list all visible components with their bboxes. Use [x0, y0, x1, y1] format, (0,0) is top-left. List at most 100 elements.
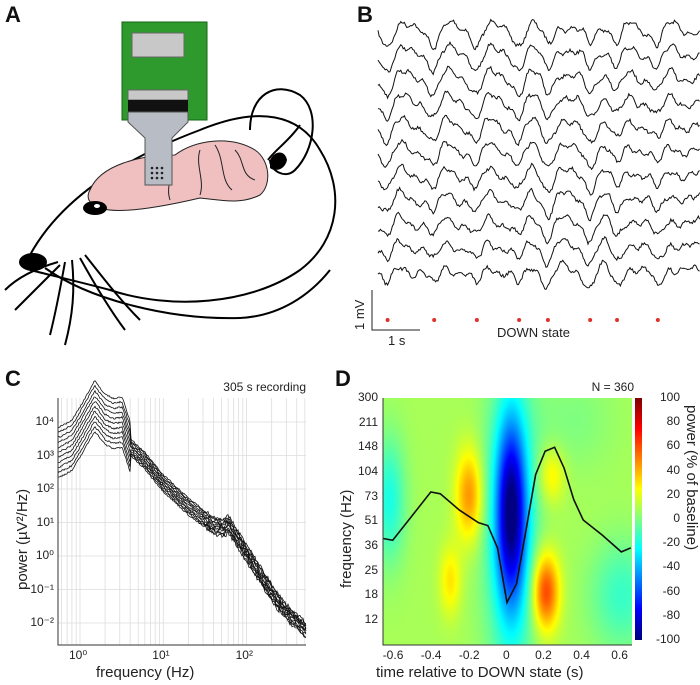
spectrum-line	[57, 380, 307, 625]
lfp-trace	[377, 90, 700, 122]
x-tick-label: 0	[503, 648, 510, 662]
colorbar-tick-label: -60	[662, 583, 680, 598]
y-tick-label: 51	[364, 513, 378, 528]
x-tick-label: 0.2	[535, 648, 552, 662]
lfp-trace	[377, 186, 700, 222]
down-state-marker	[615, 318, 620, 322]
colorbar-tick-label: 60	[666, 438, 680, 453]
colorbar-tick-label: -20	[662, 535, 680, 550]
down-state-marker	[432, 318, 437, 322]
lfp-trace	[377, 259, 700, 291]
whisker	[4, 261, 59, 291]
lfp-traces-panel	[371, 18, 700, 331]
chart-c-title: 305 s recording	[223, 380, 306, 394]
down-state-marker	[474, 318, 479, 322]
mouse-eye	[83, 201, 107, 215]
brain-folds	[168, 144, 256, 201]
lfp-trace	[377, 138, 700, 171]
colorbar-tick-label: 20	[666, 486, 680, 501]
x-tick-label: 10²	[235, 648, 253, 662]
mouse-illustration	[4, 21, 337, 346]
down-state-markers	[385, 318, 660, 322]
spectrum-line	[57, 431, 307, 629]
panel-label-c: C	[5, 366, 21, 391]
colorbar-tick-label: 40	[666, 462, 680, 477]
y-tick-label: 10⁻²	[30, 615, 54, 629]
colorbar-tick-label: 80	[666, 414, 680, 429]
spectrum-line	[57, 384, 306, 626]
y-tick-label: 10²	[36, 481, 54, 495]
y-tick-label: 36	[364, 537, 378, 552]
connector	[128, 100, 188, 112]
axes-c	[57, 398, 306, 646]
mouse-ear	[249, 88, 314, 176]
whisker	[49, 261, 66, 336]
down-state-marker	[545, 318, 550, 322]
colorbar-tick-label: 100	[659, 390, 680, 404]
lfp-trace	[377, 18, 700, 51]
x-axis-label-d: time relative to DOWN state (s)	[376, 664, 584, 681]
whisker	[84, 254, 141, 321]
y-tick-label: 25	[364, 562, 378, 577]
colorbar-tick-label: -80	[662, 607, 680, 622]
electrode-sites	[150, 166, 164, 180]
panel-label-d: D	[335, 366, 351, 391]
x-tick-label: 10⁰	[69, 648, 88, 662]
down-state-marker	[517, 318, 522, 322]
y-tick-label: 10³	[36, 447, 54, 462]
heatmap	[383, 398, 632, 645]
mouse-chin	[44, 267, 331, 320]
x-tick-label: 0.4	[573, 648, 590, 662]
spectrum-line	[58, 415, 307, 635]
lfp-trace	[377, 114, 700, 147]
y-tick-label: 10⁻¹	[30, 581, 54, 596]
average-lfp-curve	[383, 446, 632, 606]
chart-d-title: N = 360	[591, 380, 634, 394]
eye-highlight	[94, 204, 100, 208]
x-axis-label-c: frequency (Hz)	[96, 664, 195, 681]
x-tick-label: 0.6	[611, 648, 628, 662]
whisker	[14, 264, 61, 311]
y-tick-label: 12	[364, 612, 378, 626]
y-tick-label: 10⁴	[35, 414, 54, 428]
y-tick-label: 211	[358, 414, 378, 429]
down-state-label: DOWN state	[497, 325, 570, 340]
y-tick-label: 104	[357, 463, 378, 478]
colorbar-tick-label: 0	[673, 511, 680, 525]
spectrum-lines	[57, 380, 307, 639]
spectrum-line	[57, 405, 307, 632]
scale-bar	[371, 290, 420, 331]
board-chip	[131, 32, 185, 58]
y-tick-label: 300	[357, 389, 378, 404]
spectrum-line	[57, 401, 307, 632]
whisker	[64, 259, 75, 346]
lfp-trace	[377, 41, 700, 76]
colorbar	[635, 398, 642, 640]
spectrum-line	[58, 421, 307, 638]
colorbar-tick-label: -100	[655, 632, 680, 646]
down-state-marker	[385, 318, 390, 322]
y-axis-label-d: frequency (Hz)	[338, 489, 355, 588]
y-tick-label: 10⁰	[35, 548, 54, 562]
panel-label-b: B	[357, 2, 373, 27]
whisker	[79, 257, 126, 331]
lfp-trace	[377, 236, 700, 268]
x-tick-label: -0.4	[420, 648, 442, 662]
y-tick-label: 73	[364, 488, 378, 503]
down-state-marker	[655, 318, 660, 322]
y-tick-label: 10¹	[36, 514, 54, 529]
lfp-trace	[377, 211, 700, 246]
lfp-trace	[377, 65, 700, 100]
lfp-traces	[377, 18, 700, 291]
mouse-ear-inner	[267, 124, 301, 161]
colorbar-label: power (% of baseline)	[683, 405, 700, 551]
ear-canal	[270, 152, 287, 170]
down-state-marker	[588, 318, 593, 322]
x-tick-label: -0.2	[458, 648, 480, 662]
scale-time-label: 1 s	[388, 333, 406, 348]
x-tick-label: 10¹	[152, 648, 170, 662]
y-tick-label: 148	[357, 439, 378, 454]
